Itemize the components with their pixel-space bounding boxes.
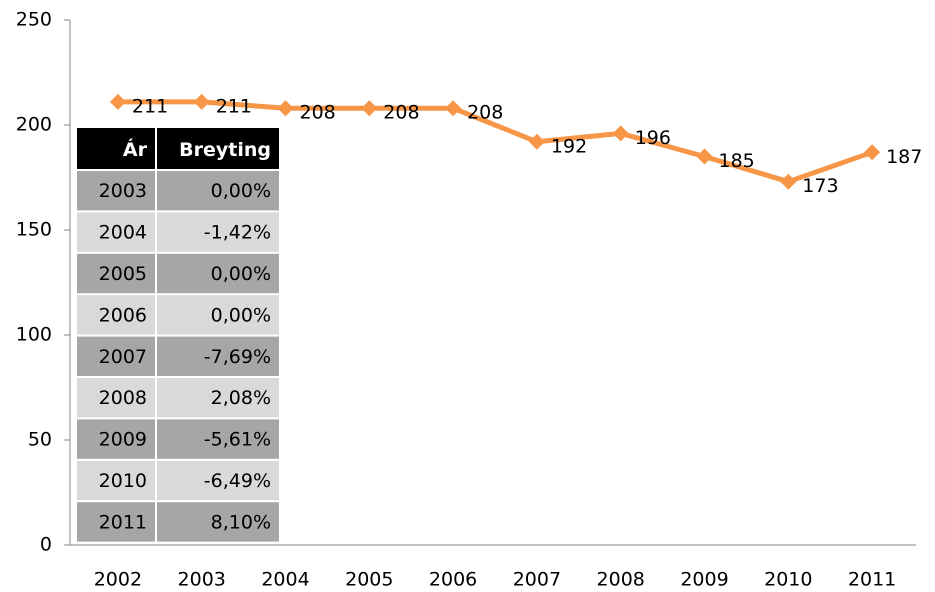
table-cell-text: 2006 xyxy=(99,304,147,326)
x-tick-label: 2008 xyxy=(597,569,645,591)
marker xyxy=(193,93,210,110)
data-label: 173 xyxy=(802,175,838,197)
data-label: 208 xyxy=(467,102,503,124)
table-cell xyxy=(77,419,155,459)
table-cell-text: 0,00% xyxy=(211,304,271,326)
marker xyxy=(109,93,126,110)
y-tick-label: 150 xyxy=(16,219,52,241)
table-cell-text: -6,49% xyxy=(204,470,271,492)
table-cell-text: 0,00% xyxy=(211,180,271,202)
table-cell xyxy=(77,336,155,376)
data-label: 208 xyxy=(383,102,419,124)
table-cell-text: 2003 xyxy=(99,180,147,202)
table-cell-text: 8,10% xyxy=(211,511,271,533)
table-cell xyxy=(77,253,155,294)
table-cell xyxy=(157,419,279,459)
table-cell-text: 2004 xyxy=(99,222,147,244)
table-cell xyxy=(77,295,155,335)
table-cell-text: -5,61% xyxy=(204,429,271,451)
data-label: 185 xyxy=(719,150,755,172)
data-label: 192 xyxy=(551,135,587,157)
x-tick-label: 2003 xyxy=(178,569,226,591)
y-tick-label: 250 xyxy=(16,9,52,31)
table-cell-text: -1,42% xyxy=(204,222,271,244)
table-cell xyxy=(77,212,155,252)
marker xyxy=(612,125,629,142)
table-cell xyxy=(157,502,279,542)
data-label: 187 xyxy=(886,146,922,168)
table-cell xyxy=(77,460,155,501)
data-label: 196 xyxy=(635,127,671,149)
y-tick-label: 50 xyxy=(28,429,52,451)
table-cell xyxy=(157,295,279,335)
table-cell xyxy=(157,171,279,211)
table-cell xyxy=(157,378,279,418)
marker xyxy=(528,133,545,150)
x-tick-label: 2010 xyxy=(764,569,812,591)
data-label: 208 xyxy=(300,102,336,124)
table-cell xyxy=(157,253,279,294)
marker xyxy=(445,100,462,117)
line xyxy=(117,99,873,185)
table-cell-text: 2005 xyxy=(99,263,147,285)
table-cell-text: -7,69% xyxy=(204,346,271,368)
marker xyxy=(864,144,881,161)
marker xyxy=(277,100,294,117)
table-cell xyxy=(77,378,155,418)
table-cell-text: 2007 xyxy=(99,346,147,368)
data-label: 211 xyxy=(216,95,252,117)
data-label: 211 xyxy=(132,95,168,117)
marker xyxy=(780,173,797,190)
table-cell-text: 2008 xyxy=(99,387,147,409)
x-tick-label: 2009 xyxy=(680,569,728,591)
table-cell-text: 2009 xyxy=(99,429,147,451)
table-header: Breyting xyxy=(179,139,271,161)
table-header-bg xyxy=(77,128,155,169)
table-cell-text: 2011 xyxy=(99,511,147,533)
table-cell-text: 2,08% xyxy=(211,387,271,409)
table-cell xyxy=(77,171,155,211)
x-tick-label: 2005 xyxy=(345,569,393,591)
table-cell xyxy=(157,460,279,501)
table-cell xyxy=(77,502,155,542)
table-header: Ár xyxy=(123,138,148,161)
table-cell-text: 2010 xyxy=(99,470,147,492)
x-tick-label: 2007 xyxy=(513,569,561,591)
x-tick-label: 2002 xyxy=(94,569,142,591)
table-cell-text: 0,00% xyxy=(211,263,271,285)
table-header-bg xyxy=(157,128,279,169)
marker xyxy=(361,100,378,117)
x-tick-label: 2006 xyxy=(429,569,477,591)
y-tick-label: 100 xyxy=(16,324,52,346)
marker xyxy=(696,148,713,165)
y-tick-label: 200 xyxy=(16,114,52,136)
y-tick-label: 0 xyxy=(40,534,52,556)
x-tick-label: 2004 xyxy=(261,569,309,591)
table-cell xyxy=(157,336,279,376)
x-tick-label: 2011 xyxy=(848,569,896,591)
table-cell xyxy=(157,212,279,252)
